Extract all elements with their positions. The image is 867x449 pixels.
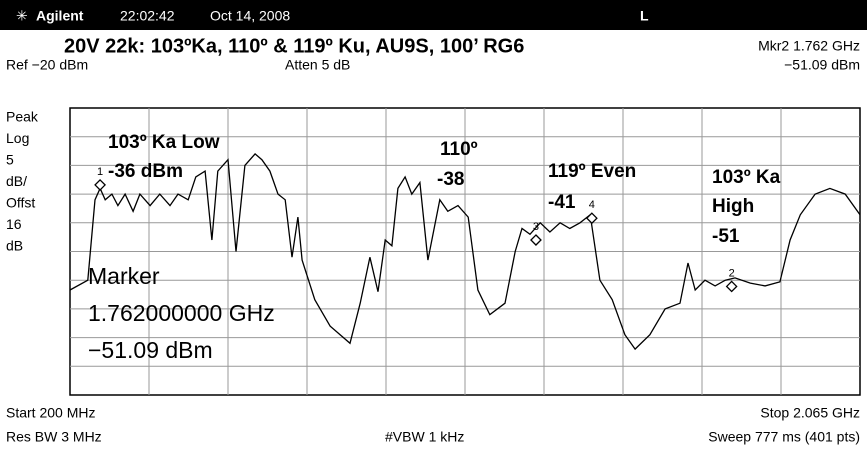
scale-label: 16 bbox=[6, 216, 22, 232]
sweep: Sweep 777 ms (401 pts) bbox=[708, 429, 860, 445]
date: Oct 14, 2008 bbox=[210, 8, 290, 24]
scale-label: Offst bbox=[6, 195, 35, 211]
mode: L bbox=[640, 8, 649, 24]
ref-level: Ref −20 dBm bbox=[6, 57, 88, 73]
rbw: Res BW 3 MHz bbox=[6, 429, 102, 445]
start-freq: Start 200 MHz bbox=[6, 405, 95, 421]
scale-label: Peak bbox=[6, 109, 39, 125]
brand: Agilent bbox=[36, 8, 84, 24]
trace bbox=[69, 152, 861, 351]
scale-label: dB bbox=[6, 238, 23, 254]
scale-label: dB/ bbox=[6, 173, 27, 189]
marker-diamond bbox=[585, 212, 598, 225]
marker-box-line: 1.762000000 GHz bbox=[88, 300, 275, 326]
annotation: -51 bbox=[712, 226, 740, 247]
scale-label: Log bbox=[6, 130, 29, 146]
annotation: -41 bbox=[548, 192, 576, 213]
annotation: 103º Ka Low bbox=[108, 132, 220, 153]
attenuation: Atten 5 dB bbox=[285, 57, 350, 73]
scale-label: 5 bbox=[6, 152, 14, 168]
marker-box-line: Marker bbox=[88, 263, 160, 289]
annotation: 119º Even bbox=[548, 161, 636, 182]
annotation: 110º bbox=[440, 139, 478, 160]
chart-title: 20V 22k: 103ºKa, 110º & 119º Ku, AU9S, 1… bbox=[64, 35, 524, 57]
annotation: -38 bbox=[437, 169, 464, 190]
marker-label: 1 bbox=[97, 166, 103, 178]
marker-diamond bbox=[725, 280, 738, 293]
marker-label: 4 bbox=[589, 199, 595, 211]
vbw: #VBW 1 kHz bbox=[385, 429, 464, 445]
marker-label: 2 bbox=[729, 267, 735, 279]
annotation: High bbox=[712, 196, 754, 217]
marker-readout: Mkr2 1.762 GHz bbox=[758, 38, 860, 54]
marker-diamond bbox=[530, 234, 542, 246]
annotation: 103º Ka bbox=[712, 167, 781, 188]
stop-freq: Stop 2.065 GHz bbox=[760, 405, 860, 421]
marker-label: 3 bbox=[533, 221, 539, 233]
annotation: -36 dBm bbox=[108, 161, 183, 182]
marker-diamond bbox=[94, 178, 106, 191]
status-bar bbox=[0, 0, 867, 30]
marker-level: −51.09 dBm bbox=[784, 57, 860, 73]
time: 22:02:42 bbox=[120, 8, 175, 24]
marker-box-line: −51.09 dBm bbox=[88, 337, 213, 363]
logo-icon: ✳ bbox=[16, 8, 28, 24]
